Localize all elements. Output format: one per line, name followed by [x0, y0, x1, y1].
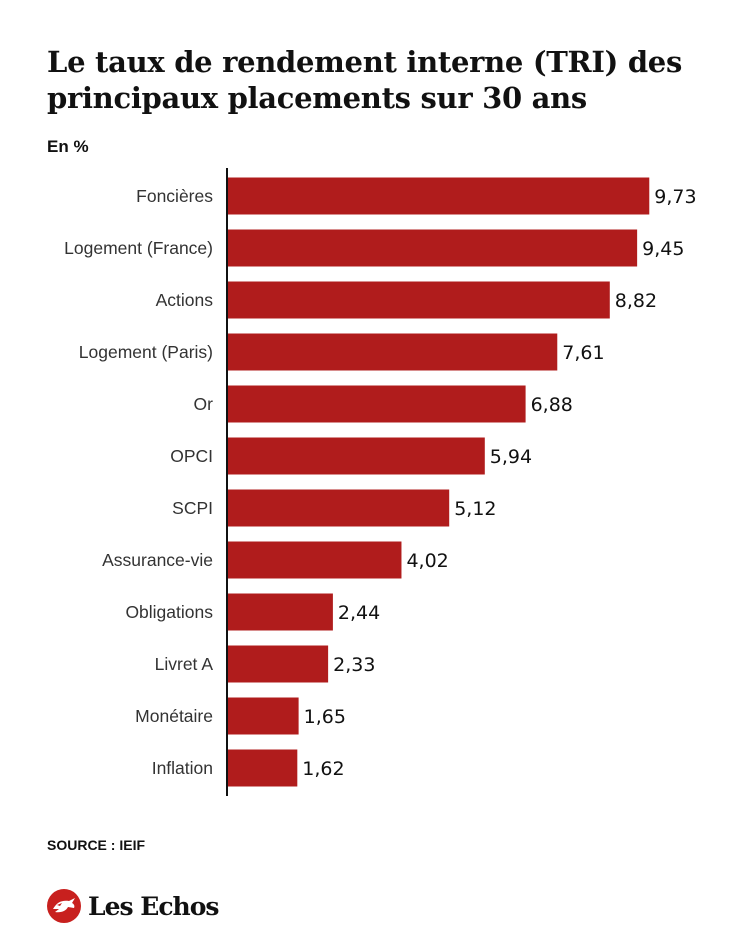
value-label: 8,82	[615, 290, 657, 312]
category-label: Actions	[156, 290, 214, 310]
bar	[227, 489, 450, 527]
brand-logo: Les Echos	[47, 888, 219, 924]
value-label: 4,02	[406, 550, 448, 572]
category-label: SCPI	[172, 498, 213, 518]
value-label: 2,44	[338, 602, 380, 624]
value-label: 1,62	[302, 758, 344, 780]
bar	[227, 749, 298, 787]
category-label: Logement (Paris)	[79, 342, 213, 362]
bar	[227, 541, 402, 579]
unit-label: En %	[47, 137, 89, 156]
bar	[227, 593, 333, 631]
category-label: Logement (France)	[64, 238, 213, 258]
category-label: Obligations	[125, 602, 213, 622]
category-label: Or	[194, 394, 214, 414]
bar	[227, 437, 485, 475]
category-label: Livret A	[155, 654, 214, 674]
les-echos-logo-icon	[47, 889, 81, 923]
value-label: 5,12	[454, 498, 496, 520]
bar	[227, 645, 329, 683]
bar	[227, 333, 558, 371]
value-label: 2,33	[333, 654, 375, 676]
value-label: 6,88	[531, 394, 573, 416]
bar-chart: Foncières 9,73 Logement (France) 9,45 Action…	[64, 168, 697, 796]
source-note: SOURCE : IEIF	[47, 837, 146, 853]
value-label: 7,61	[562, 342, 604, 364]
category-label: Foncières	[136, 186, 213, 206]
value-label: 1,65	[304, 706, 346, 728]
chart-title: Le taux de rendement interne (TRI) des p…	[47, 45, 682, 115]
value-label: 9,45	[642, 238, 684, 260]
bar	[227, 385, 526, 423]
value-label: 5,94	[490, 446, 532, 468]
bar	[227, 177, 650, 215]
bar	[227, 229, 638, 267]
brand-name: Les Echos	[88, 891, 219, 921]
bar	[227, 697, 299, 735]
value-label: 9,73	[654, 186, 696, 208]
category-label: OPCI	[170, 446, 213, 466]
category-label: Assurance-vie	[102, 550, 213, 570]
bar	[227, 281, 610, 319]
category-label: Monétaire	[135, 706, 213, 726]
category-label: Inflation	[152, 758, 213, 778]
